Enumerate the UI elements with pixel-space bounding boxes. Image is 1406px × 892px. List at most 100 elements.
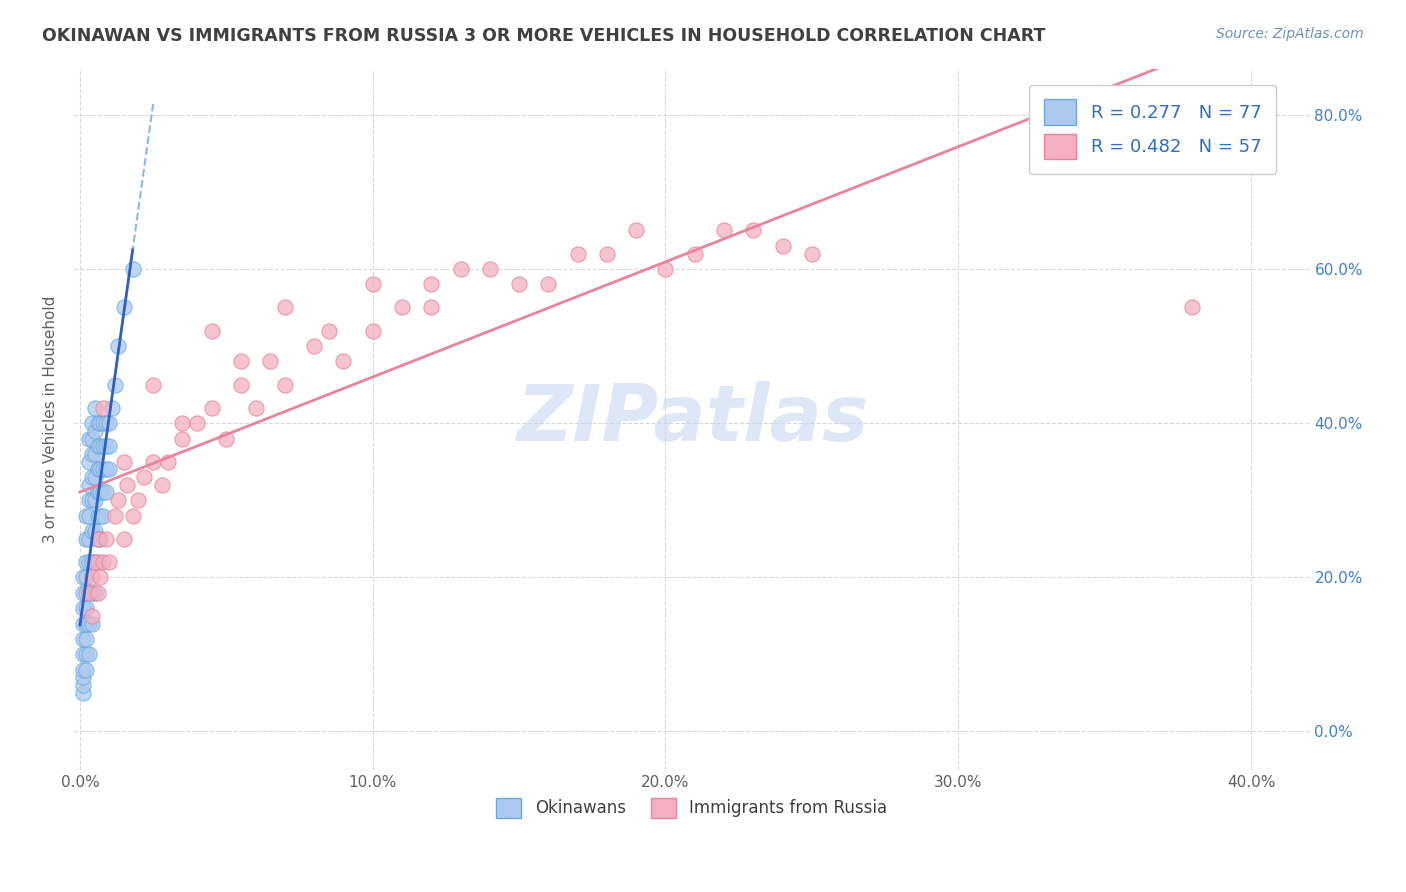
Point xyxy=(96,532,118,546)
Point xyxy=(89,416,111,430)
Point xyxy=(101,401,124,415)
Point xyxy=(72,686,94,700)
Point xyxy=(80,585,103,599)
Point xyxy=(121,262,143,277)
Point xyxy=(96,439,118,453)
Point xyxy=(201,324,224,338)
Point xyxy=(450,262,472,277)
Point xyxy=(172,432,194,446)
Point xyxy=(77,477,100,491)
Point xyxy=(72,570,94,584)
Point xyxy=(98,439,121,453)
Point xyxy=(86,416,108,430)
Point xyxy=(77,493,100,508)
Point xyxy=(83,424,105,438)
Point xyxy=(567,246,589,260)
Point xyxy=(72,585,94,599)
Point xyxy=(215,432,238,446)
Point xyxy=(77,455,100,469)
Point xyxy=(742,223,765,237)
Point xyxy=(478,262,501,277)
Point xyxy=(713,223,735,237)
Point xyxy=(104,508,127,523)
Point xyxy=(75,555,97,569)
Point xyxy=(318,324,340,338)
Point xyxy=(259,354,281,368)
Point xyxy=(77,555,100,569)
Point xyxy=(93,439,115,453)
Point xyxy=(86,532,108,546)
Legend: Okinawans, Immigrants from Russia: Okinawans, Immigrants from Russia xyxy=(489,791,894,825)
Point xyxy=(229,377,252,392)
Point xyxy=(72,616,94,631)
Point xyxy=(683,246,706,260)
Point xyxy=(83,447,105,461)
Point xyxy=(508,277,530,292)
Point xyxy=(75,601,97,615)
Point xyxy=(77,585,100,599)
Point xyxy=(80,416,103,430)
Point xyxy=(77,585,100,599)
Point xyxy=(77,508,100,523)
Point xyxy=(86,532,108,546)
Point xyxy=(302,339,325,353)
Point xyxy=(96,416,118,430)
Point xyxy=(800,246,823,260)
Point xyxy=(83,555,105,569)
Point xyxy=(624,223,647,237)
Point xyxy=(86,439,108,453)
Point xyxy=(134,470,156,484)
Point xyxy=(75,616,97,631)
Point xyxy=(274,301,297,315)
Point xyxy=(80,432,103,446)
Point xyxy=(89,439,111,453)
Point xyxy=(86,462,108,476)
Point xyxy=(77,532,100,546)
Point xyxy=(80,493,103,508)
Point xyxy=(75,632,97,646)
Point xyxy=(86,508,108,523)
Point xyxy=(80,447,103,461)
Point xyxy=(115,477,138,491)
Point xyxy=(83,555,105,569)
Point xyxy=(229,354,252,368)
Point xyxy=(93,401,115,415)
Point xyxy=(83,585,105,599)
Point xyxy=(80,470,103,484)
Point xyxy=(112,532,135,546)
Point xyxy=(1181,301,1204,315)
Point xyxy=(89,485,111,500)
Point xyxy=(80,570,103,584)
Point xyxy=(93,416,115,430)
Point xyxy=(83,401,105,415)
Point xyxy=(596,246,619,260)
Point xyxy=(83,493,105,508)
Point xyxy=(96,485,118,500)
Point xyxy=(75,585,97,599)
Point xyxy=(96,462,118,476)
Point xyxy=(156,455,179,469)
Point xyxy=(89,570,111,584)
Point xyxy=(89,462,111,476)
Point xyxy=(107,339,129,353)
Point xyxy=(98,416,121,430)
Point xyxy=(77,648,100,662)
Point xyxy=(172,416,194,430)
Point xyxy=(83,470,105,484)
Point xyxy=(93,485,115,500)
Point xyxy=(89,532,111,546)
Point xyxy=(245,401,267,415)
Point xyxy=(80,524,103,538)
Point xyxy=(361,324,384,338)
Point xyxy=(420,277,443,292)
Point xyxy=(72,632,94,646)
Point xyxy=(772,239,794,253)
Y-axis label: 3 or more Vehicles in Household: 3 or more Vehicles in Household xyxy=(44,295,58,543)
Point xyxy=(128,493,150,508)
Point xyxy=(98,462,121,476)
Point xyxy=(93,508,115,523)
Point xyxy=(274,377,297,392)
Point xyxy=(75,663,97,677)
Point xyxy=(72,671,94,685)
Point xyxy=(80,608,103,623)
